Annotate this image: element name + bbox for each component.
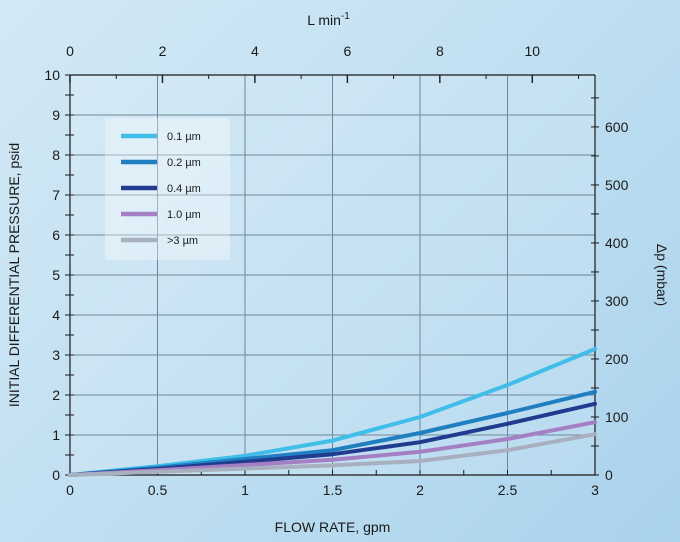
y2-tick-label: 400 <box>605 235 629 251</box>
legend-label: 0.4 µm <box>167 183 201 195</box>
x2-tick-label: 8 <box>436 43 444 59</box>
axis-labels: FLOW RATE, gpm INITIAL DIFFERENTIAL PRESS… <box>6 11 670 535</box>
y2-tick-label: 100 <box>605 409 629 425</box>
y2-tick-label: 600 <box>605 119 629 135</box>
y2-tick-label: 0 <box>605 467 613 483</box>
x2-tick-label: 4 <box>251 43 259 59</box>
y-tick-label: 5 <box>52 267 60 283</box>
legend-label: >3 µm <box>167 235 198 247</box>
x-axis-title: FLOW RATE, gpm <box>275 519 391 535</box>
legend-label: 0.2 µm <box>167 157 201 169</box>
y-tick-label: 0 <box>52 467 60 483</box>
y2-tick-label: 200 <box>605 351 629 367</box>
y-tick-label: 3 <box>52 347 60 363</box>
y-tick-label: 7 <box>52 187 60 203</box>
y-tick-label: 2 <box>52 387 60 403</box>
x-tick-label: 2.5 <box>498 482 518 498</box>
x2-axis-title-unit: L min <box>307 12 341 28</box>
x2-tick-label: 10 <box>525 43 541 59</box>
x-tick-label: 1.5 <box>323 482 343 498</box>
x2-tick-label: 2 <box>159 43 167 59</box>
y-tick-label: 8 <box>52 147 60 163</box>
y-tick-label: 1 <box>52 427 60 443</box>
x2-tick-label: 0 <box>66 43 74 59</box>
series-line-4 <box>68 432 597 477</box>
y-tick-label: 10 <box>44 67 60 83</box>
x-tick-label: 0 <box>66 482 74 498</box>
y-tick-label: 9 <box>52 107 60 123</box>
x-tick-label: 2 <box>416 482 424 498</box>
x2-axis-title: L min-1 <box>307 11 350 28</box>
y-axis-title: INITIAL DIFFERENTIAL PRESSURE, psid <box>6 143 22 407</box>
x2-tick-label: 6 <box>343 43 351 59</box>
y2-tick-label: 300 <box>605 293 629 309</box>
y2-tick-label: 500 <box>605 177 629 193</box>
x-tick-label: 1 <box>241 482 249 498</box>
y-tick-label: 6 <box>52 227 60 243</box>
legend-label: 1.0 µm <box>167 209 201 221</box>
x2-axis-title-superscript: -1 <box>341 11 350 22</box>
y2-axis-title: Δp (mbar) <box>654 244 670 306</box>
y-tick-label: 4 <box>52 307 60 323</box>
x-tick-label: 3 <box>591 482 599 498</box>
x-tick-label: 0.5 <box>148 482 168 498</box>
series-lines <box>68 347 597 477</box>
legend-label: 0.1 µm <box>167 131 201 143</box>
legend: 0.1 µm 0.2 µm 0.4 µm 1.0 µm >3 µm <box>105 118 230 260</box>
